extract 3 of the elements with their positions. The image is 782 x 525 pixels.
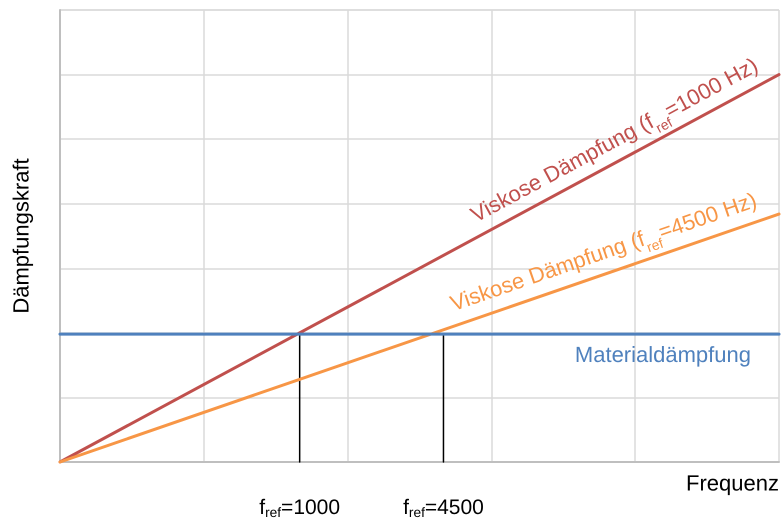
y-axis-title: Dämpfungskraft: [8, 158, 34, 314]
series-label: Materialdämpfung: [574, 342, 751, 367]
x-axis-title: Frequenz: [686, 470, 779, 496]
